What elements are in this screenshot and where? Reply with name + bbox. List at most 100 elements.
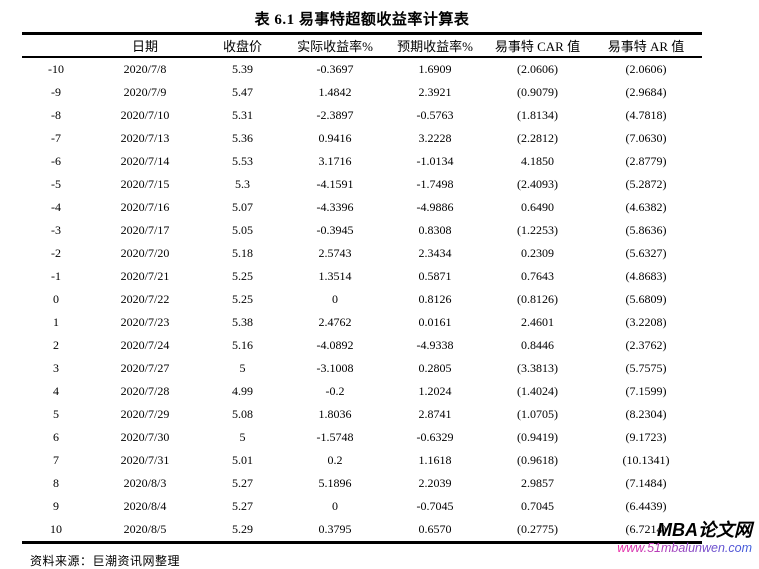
table-cell: 1.1618	[418, 453, 452, 467]
table-cell: (4.6382)	[625, 200, 667, 214]
table-cell: 5.38	[232, 315, 253, 329]
table-row: 0 2020/7/22 5.25 0 0.8126 (0.8126) (5.6809)	[22, 288, 702, 311]
table-row: -1 2020/7/21 5.25 1.3514 0.5871 0.7643 (4.8683…	[22, 265, 702, 288]
table-cell: 2020/7/14	[120, 154, 170, 168]
table-cell: 0.2309	[521, 246, 554, 260]
table-cell: 2020/7/27	[120, 361, 170, 375]
watermark: MBA论文网 www.51mbalunwen.com	[617, 520, 752, 556]
column-header: 易事特 AR 值	[607, 39, 685, 54]
excess-return-table: 日期 收盘价 实际收益率% 预期收益率% 易事特 CAR 值易事特 AR 值 -10 20…	[22, 32, 702, 544]
table-cell: 2020/7/8	[123, 62, 167, 76]
table-cell: 5.47	[232, 85, 253, 99]
table-cell: 3.1716	[318, 154, 352, 168]
table-cell: -9	[51, 85, 61, 99]
table-cell: 0.7643	[521, 269, 554, 283]
table-cell: (1.8134)	[517, 108, 558, 122]
table-cell: 1	[53, 315, 59, 329]
table-cell: 2020/7/10	[120, 108, 170, 122]
table-cell: 2.8741	[418, 407, 452, 421]
table-cell: 2020/7/15	[120, 177, 170, 191]
table-body: -10 2020/7/8 5.39 -0.3697 1.6909 (2.0606) (2.0…	[22, 57, 702, 543]
table-cell: 2020/7/28	[120, 384, 170, 398]
table-cell: 0.9416	[318, 131, 352, 145]
table-cell: (9.1723)	[625, 430, 667, 444]
table-cell: 5.31	[232, 108, 253, 122]
table-row: -7 2020/7/13 5.36 0.9416 3.2228 (2.2812) (7.06…	[22, 127, 702, 150]
table-cell: 1.4842	[318, 85, 352, 99]
table-cell: (2.8779)	[625, 154, 667, 168]
table-cell: (7.1599)	[625, 384, 667, 398]
table-row: 4 2020/7/28 4.99 -0.2 1.2024 (1.4024) (7.1599)	[22, 380, 702, 403]
table-cell: 0.2	[327, 453, 343, 467]
table-cell: -4.9886	[416, 200, 454, 214]
table-cell: 2020/7/24	[120, 338, 170, 352]
table-cell: (8.2304)	[625, 407, 667, 421]
table-cell: 5.39	[232, 62, 253, 76]
table-cell: -1.7498	[416, 177, 454, 191]
table-cell: 2020/8/3	[123, 476, 167, 490]
table-cell: 0.6490	[521, 200, 554, 214]
table-cell: -0.6329	[416, 430, 454, 444]
table-cell: -4.9338	[416, 338, 454, 352]
table-row: 2 2020/7/24 5.16 -4.0892 -4.9338 0.8446 (2.376…	[22, 334, 702, 357]
table-cell: (0.2775)	[517, 522, 558, 536]
table-row: 8 2020/8/3 5.27 5.1896 2.2039 2.9857 (7.1484)	[22, 472, 702, 495]
table-cell: -8	[51, 108, 61, 122]
table-cell: (2.2812)	[517, 131, 558, 145]
table-cell: -1	[51, 269, 61, 283]
table-row: 5 2020/7/29 5.08 1.8036 2.8741 (1.0705) (8.230…	[22, 403, 702, 426]
table-cell: 2020/7/21	[120, 269, 170, 283]
table-cell: -6	[51, 154, 61, 168]
table-cell: 2020/7/29	[120, 407, 170, 421]
table-row: 6 2020/7/30 5 -1.5748 -0.6329 (0.9419) (9.1723…	[22, 426, 702, 449]
table-row: -3 2020/7/17 5.05 -0.3945 0.8308 (1.2253) (5.8…	[22, 219, 702, 242]
table-cell: 5.08	[232, 407, 253, 421]
table-cell: 5.05	[232, 223, 253, 237]
table-cell: 1.6909	[418, 62, 452, 76]
table-cell: 1.8036	[318, 407, 352, 421]
table-row: -6 2020/7/14 5.53 3.1716 -1.0134 4.1850 (2.877…	[22, 150, 702, 173]
table-cell: 0.6570	[418, 522, 452, 536]
table-cell: 2020/7/31	[120, 453, 170, 467]
table-cell: 2020/7/16	[120, 200, 170, 214]
table-cell: -3	[51, 223, 61, 237]
column-header: 易事特 CAR 值	[494, 39, 581, 54]
table-cell: (7.1484)	[625, 476, 667, 490]
table-cell: 4.99	[232, 384, 253, 398]
table-cell: -5	[51, 177, 61, 191]
table-cell: 0.5871	[418, 269, 452, 283]
table-cell: -2	[51, 246, 61, 260]
table-cell: 0.8126	[418, 292, 452, 306]
table-cell: -7	[51, 131, 61, 145]
table-cell: (2.4093)	[517, 177, 558, 191]
table-cell: -4.3396	[316, 200, 354, 214]
table-cell: 0.7045	[521, 499, 554, 513]
table-cell: 5.27	[232, 476, 253, 490]
table-row: 7 2020/7/31 5.01 0.2 1.1618 (0.9618) (10.1341)	[22, 449, 702, 472]
table-cell: 2.4601	[521, 315, 554, 329]
table-cell: 4.1850	[521, 154, 554, 168]
table-cell: 2020/7/30	[120, 430, 170, 444]
table-cell: -4	[51, 200, 61, 214]
table-cell: 2020/7/9	[123, 85, 167, 99]
table-cell: 5.29	[232, 522, 253, 536]
table-cell: (5.8636)	[625, 223, 667, 237]
table-cell: 5.25	[232, 269, 253, 283]
table-cell: 5	[239, 361, 246, 375]
table-cell: 5.1896	[318, 476, 352, 490]
table-cell: 3.2228	[418, 131, 452, 145]
table-cell: 9	[53, 499, 59, 513]
table-cell: 1.2024	[418, 384, 452, 398]
table-cell: -10	[48, 62, 64, 76]
table-row: 1 2020/7/23 5.38 2.4762 0.0161 2.4601 (3.2208)	[22, 311, 702, 334]
table-cell: -0.3945	[316, 223, 354, 237]
table-row: 10 2020/8/5 5.29 0.3795 0.6570 (0.2775) (6.721…	[22, 518, 702, 543]
table-cell: 5.01	[232, 453, 253, 467]
table-cell: 2020/7/20	[120, 246, 170, 260]
table-cell: 5.36	[232, 131, 253, 145]
table-cell: 0	[53, 292, 59, 306]
table-cell: -0.2	[325, 384, 345, 398]
table-cell: 0	[332, 292, 338, 306]
table-cell: (2.0606)	[625, 62, 667, 76]
